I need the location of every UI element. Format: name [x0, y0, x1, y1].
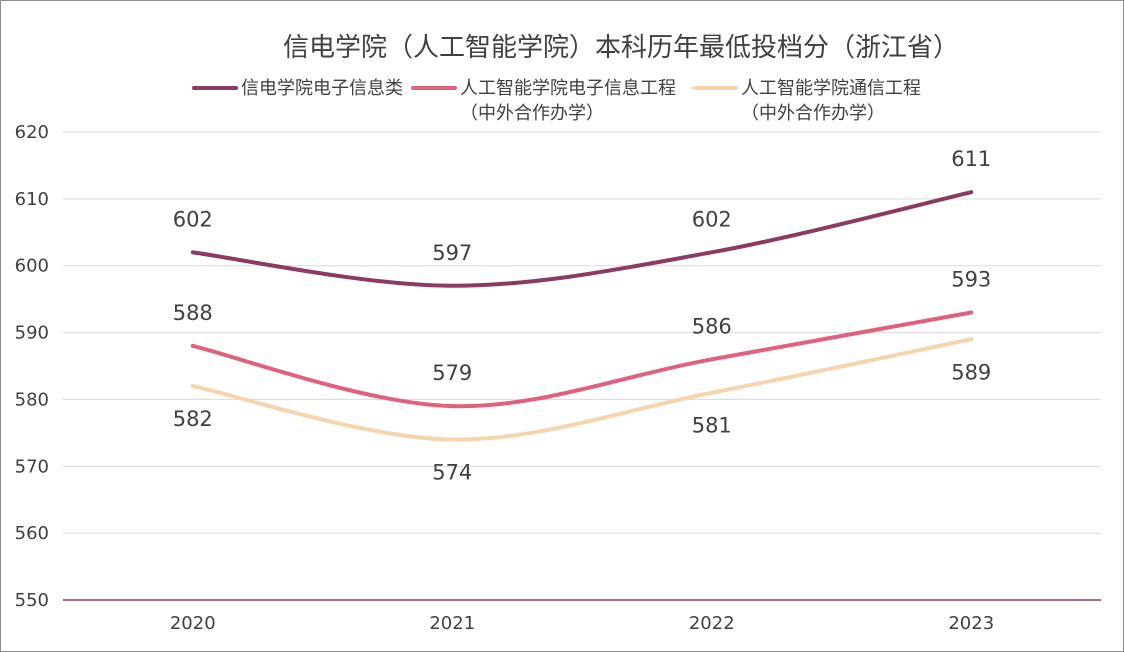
y-tick-label-580: 580 — [15, 389, 49, 410]
legend: 信电学院电子信息类 人工智能学院电子信息工程 （中外合作办学） 人工智能学院通信工程 （… — [192, 78, 921, 124]
gridlines — [63, 131, 1101, 601]
legend-label-2-line-1: （中外合作办学） — [741, 103, 885, 124]
y-tick-label-550: 550 — [15, 590, 49, 611]
data-label-s0-2023: 611 — [951, 147, 991, 171]
data-label-s2-2021: 574 — [432, 461, 472, 485]
data-label-s1-2023: 593 — [951, 268, 991, 292]
y-axis: 550 560 570 580 590 600 610 620 — [15, 122, 49, 611]
series-group — [190, 190, 974, 442]
data-label-s1-2021: 579 — [432, 361, 472, 385]
data-label-s0-2022: 602 — [692, 207, 732, 231]
series-line-0 — [190, 190, 974, 288]
data-labels: 602 597 602 611 588 579 586 593 582 574 581 589 — [173, 147, 992, 484]
legend-label-0-line-0: 信电学院电子信息类 — [241, 78, 403, 99]
legend-label-1-line-0: 人工智能学院电子信息工程 — [460, 78, 676, 99]
y-tick-label-560: 560 — [15, 523, 49, 544]
y-tick-label-570: 570 — [15, 456, 49, 477]
x-tick-label-2021: 2021 — [429, 613, 475, 634]
x-tick-label-2020: 2020 — [170, 613, 216, 634]
series-line-1 — [190, 310, 974, 409]
y-tick-label-600: 600 — [15, 256, 49, 277]
legend-label-1-line-1: （中外合作办学） — [460, 103, 604, 124]
data-label-s0-2021: 597 — [432, 241, 472, 265]
data-label-s1-2022: 586 — [692, 314, 732, 338]
chart-title: 信电学院（人工智能学院）本科历年最低投档分（浙江省） — [283, 33, 959, 63]
data-label-s1-2020: 588 — [173, 301, 213, 325]
data-label-s2-2020: 582 — [173, 407, 213, 431]
data-label-s0-2020: 602 — [173, 207, 213, 231]
legend-label-2-line-0: 人工智能学院通信工程 — [741, 78, 921, 99]
x-tick-label-2023: 2023 — [948, 613, 994, 634]
x-tick-label-2022: 2022 — [689, 613, 735, 634]
y-tick-label-620: 620 — [15, 122, 49, 143]
y-tick-label-590: 590 — [15, 323, 49, 344]
x-axis: 2020 2021 2022 2023 — [170, 613, 994, 634]
y-tick-label-610: 610 — [15, 189, 49, 210]
data-label-s2-2022: 581 — [692, 414, 732, 438]
series-line-2 — [190, 337, 974, 442]
data-label-s2-2023: 589 — [951, 360, 991, 384]
